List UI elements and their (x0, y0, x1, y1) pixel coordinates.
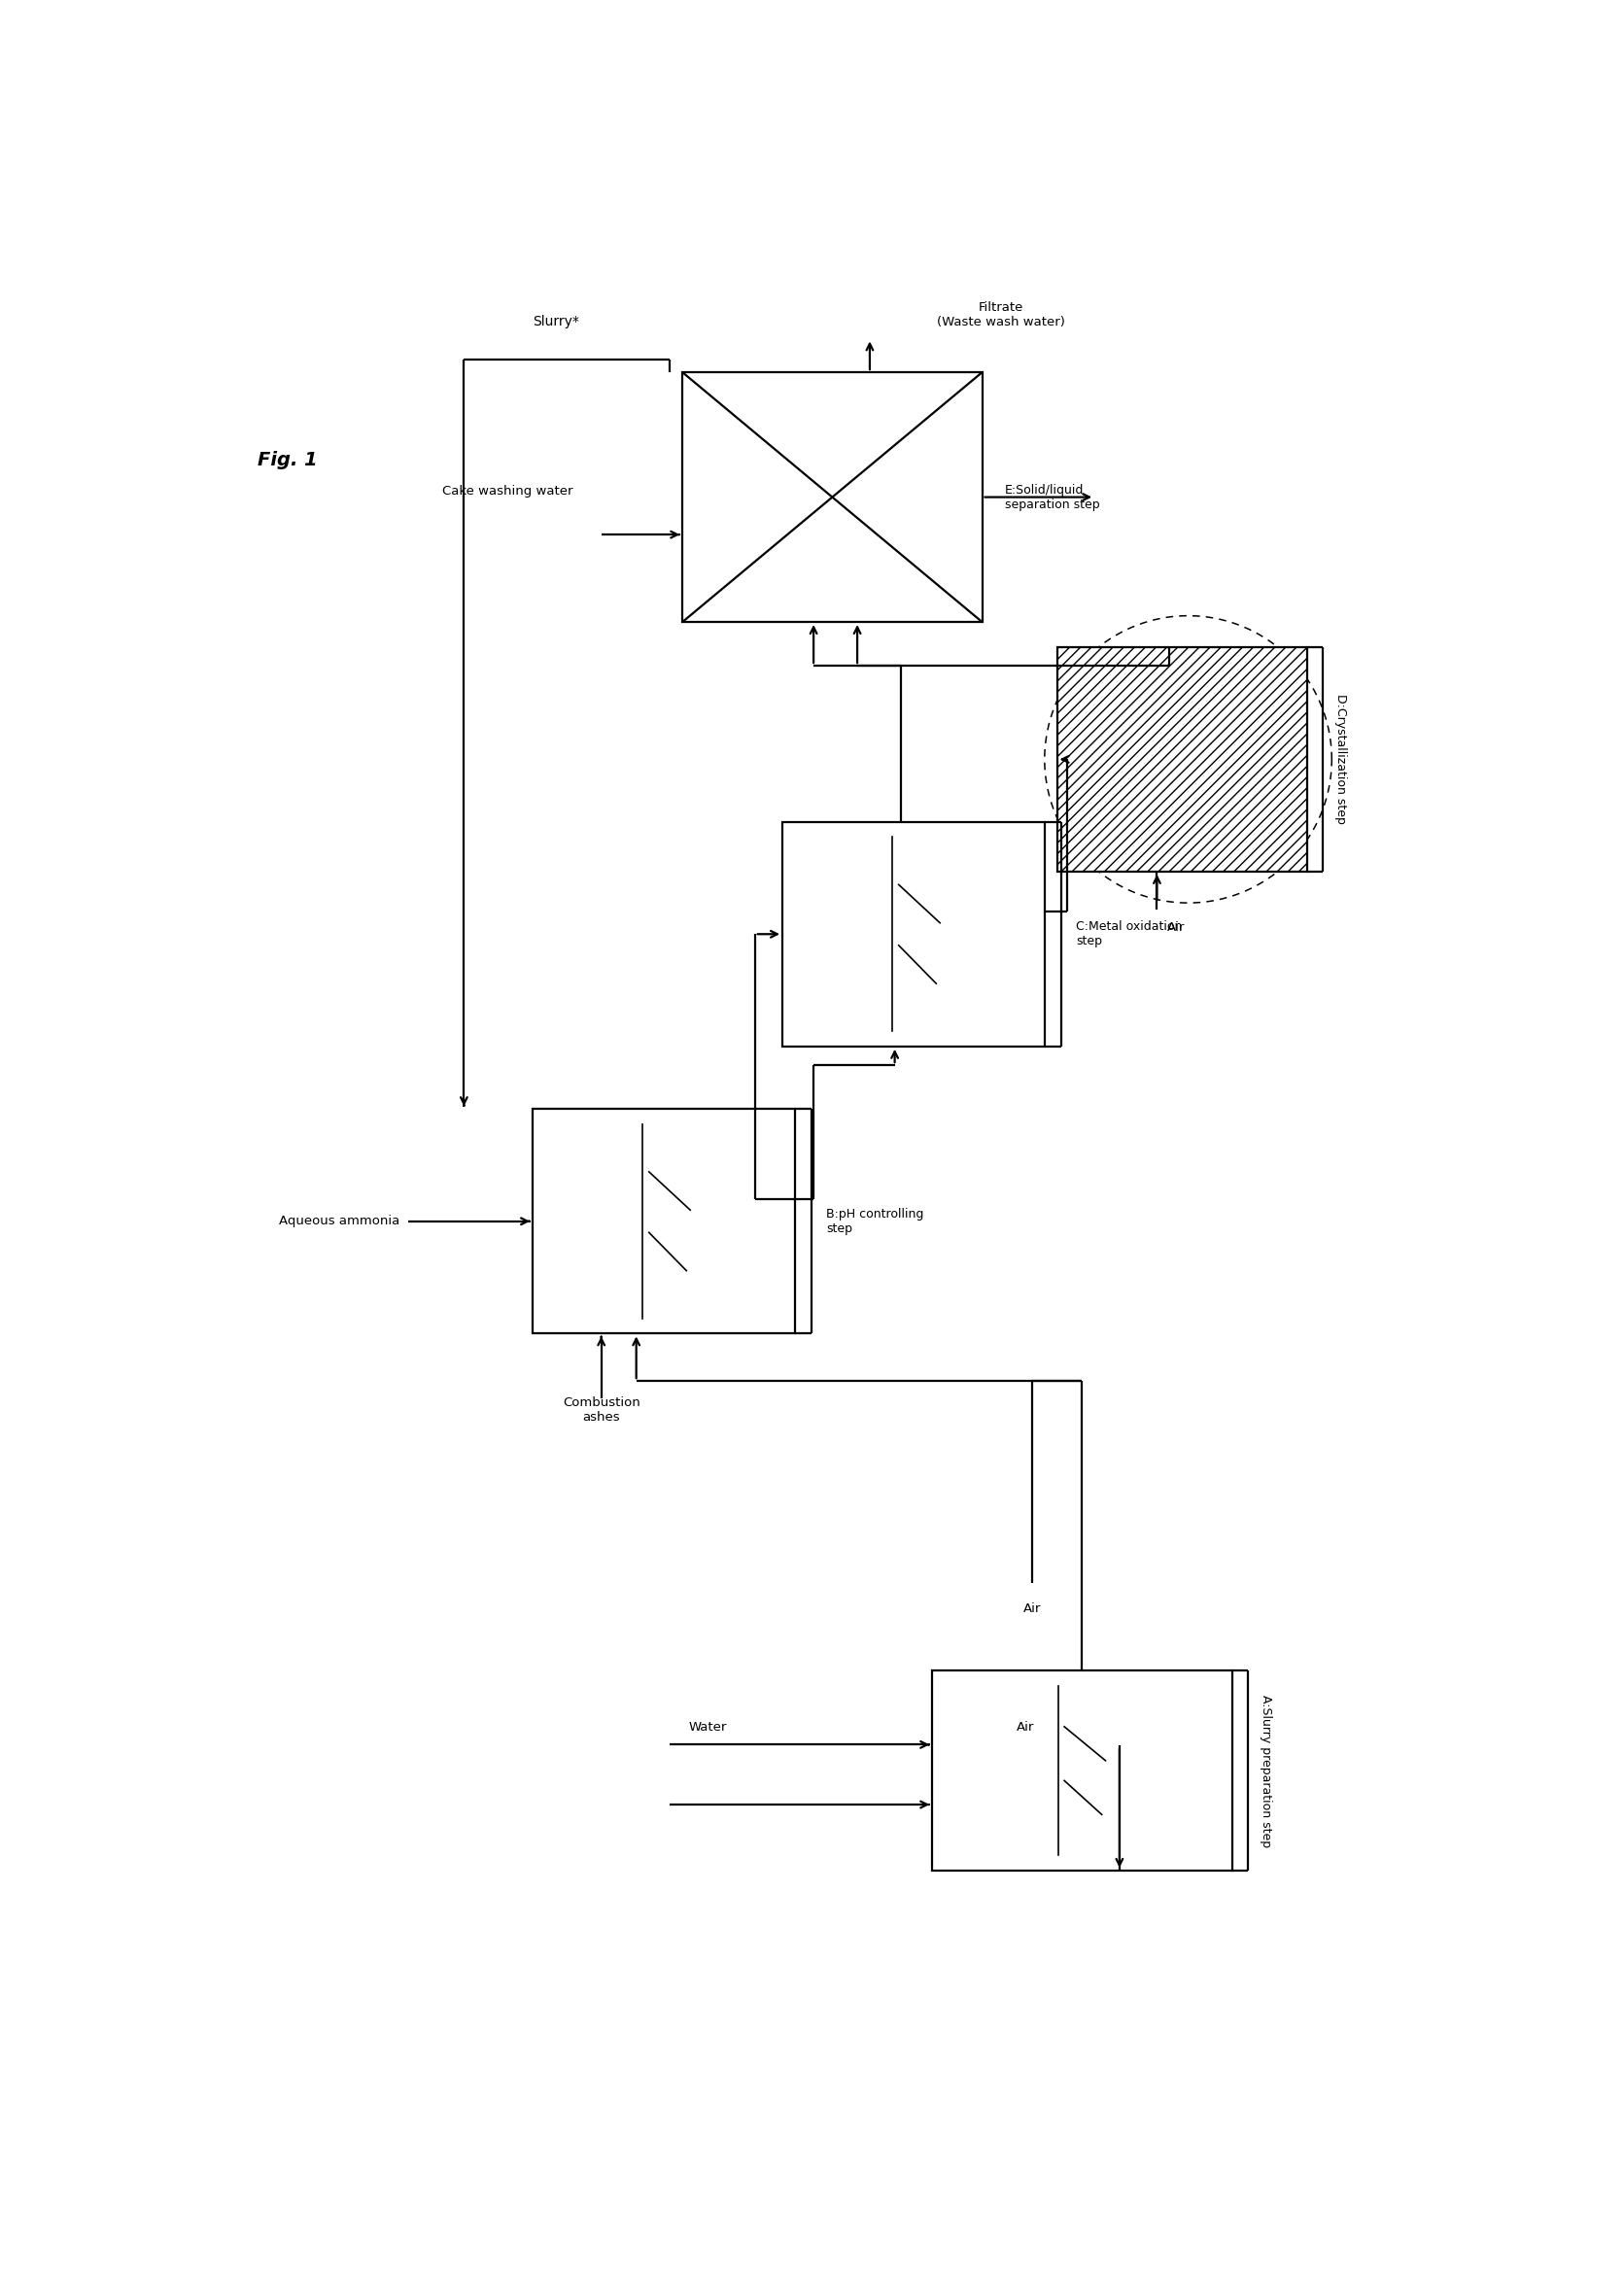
Bar (682, 372, 983, 622)
Text: Water: Water (689, 1721, 726, 1734)
Text: E:Solid/liquid
separation step: E:Solid/liquid separation step (1005, 484, 1099, 511)
Text: Combustion
ashes: Combustion ashes (562, 1396, 640, 1423)
Text: Aqueous ammonia: Aqueous ammonia (279, 1214, 400, 1228)
Text: A:Slurry preparation step: A:Slurry preparation step (1259, 1693, 1272, 1848)
Bar (533, 1110, 794, 1335)
Text: B:pH controlling
step: B:pH controlling step (827, 1208, 924, 1235)
Text: Fig. 1: Fig. 1 (258, 449, 318, 470)
Text: Air: Air (1023, 1603, 1041, 1614)
Text: Slurry*: Slurry* (533, 316, 580, 329)
Text: D:Crystallization step: D:Crystallization step (1335, 695, 1346, 824)
Bar (932, 1671, 1233, 1870)
Text: Filtrate
(Waste wash water): Filtrate (Waste wash water) (937, 302, 1065, 329)
Bar (1057, 647, 1307, 872)
Text: Air: Air (1166, 922, 1184, 935)
Text: Air: Air (1017, 1721, 1034, 1734)
Text: C:Metal oxidation
step: C:Metal oxidation step (1075, 922, 1182, 947)
Text: Cake washing water: Cake washing water (442, 484, 573, 497)
Bar (783, 822, 1044, 1046)
